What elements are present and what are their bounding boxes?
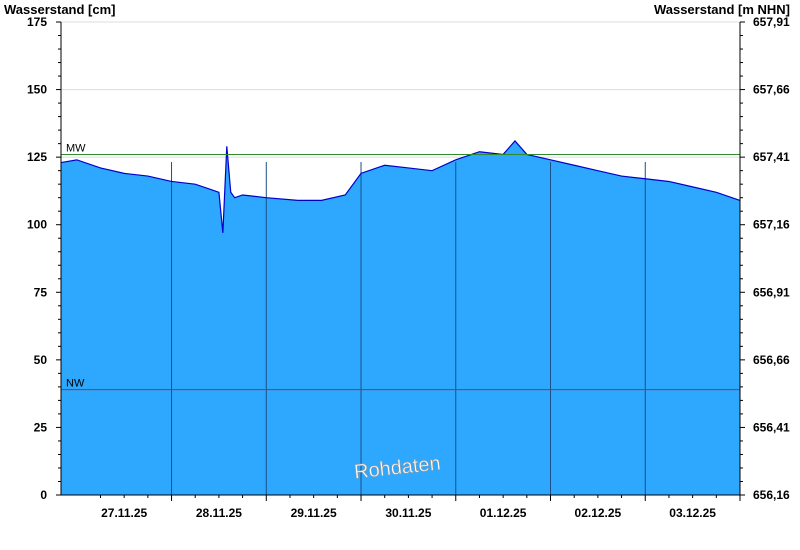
left-tick-label-4: 100	[27, 218, 47, 232]
right-tick-label-4: 657,16	[753, 218, 790, 232]
ref-label-mw: MW	[66, 142, 86, 154]
left-tick-label-6: 150	[27, 83, 47, 97]
ref-label-nw: NW	[66, 378, 85, 390]
right-tick-label-6: 657,66	[753, 83, 790, 97]
left-ticks: 0 25 50 75 100 125 150 175	[27, 15, 61, 502]
left-tick-label-2: 50	[34, 353, 48, 367]
right-axis-title: Wasserstand [m NHN]	[654, 2, 790, 17]
reference-lines: MW NW	[61, 142, 740, 391]
right-tick-label-0: 656,16	[753, 488, 790, 502]
x-tick-label-0: 27.11.25	[101, 506, 147, 520]
x-tick-label-6: 03.12.25	[669, 506, 716, 520]
right-tick-label-1: 656,41	[753, 420, 790, 434]
right-tick-label-5: 657,41	[753, 150, 790, 164]
x-tick-label-1: 28.11.25	[196, 506, 242, 520]
left-axis-title: Wasserstand [cm]	[4, 2, 116, 17]
x-ticks: 27.11.25 28.11.25 29.11.25 30.11.25 01.12.25…	[99, 495, 741, 520]
x-tick-label-3: 30.11.25	[385, 506, 431, 520]
left-tick-label-3: 75	[34, 285, 48, 299]
day-separators	[171, 162, 646, 495]
left-tick-label-7: 175	[27, 15, 47, 29]
water-level-line	[60, 140, 741, 233]
x-tick-label-4: 01.12.25	[480, 506, 527, 520]
left-tick-label-5: 125	[27, 150, 47, 164]
left-tick-label-1: 25	[34, 420, 48, 434]
left-tick-label-0: 0	[40, 488, 47, 502]
water-level-area	[61, 140, 740, 495]
right-tick-label-3: 656,91	[753, 285, 790, 299]
plot-area: MW NW	[60, 21, 741, 495]
right-ticks: 656,16 656,41 656,66 656,91 657,16 657,41 657,…	[740, 15, 790, 502]
x-tick-label-5: 02.12.25	[575, 506, 622, 520]
right-tick-label-7: 657,91	[753, 15, 790, 29]
x-tick-label-2: 29.11.25	[291, 506, 337, 520]
right-tick-label-2: 656,66	[753, 353, 790, 367]
